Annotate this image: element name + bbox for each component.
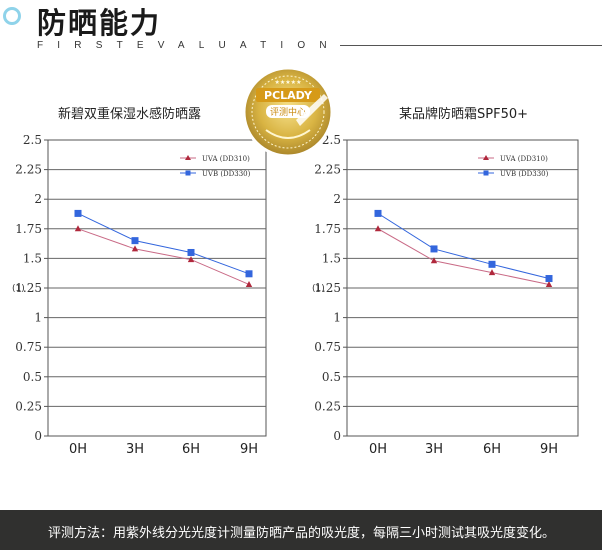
series-line: [77, 212, 250, 275]
x-tick-label: 0H: [69, 442, 87, 457]
badge-ribbon: [265, 129, 311, 139]
y-tick-label: 0.25: [314, 399, 341, 413]
data-point-uvb: [187, 248, 195, 256]
y-tick-label: 0: [34, 429, 42, 443]
badge-stars: ★★★★★: [275, 79, 302, 86]
data-point-uva: [74, 225, 82, 232]
page-header: 防晒能力 FIRSTEVALUATION: [0, 0, 602, 60]
y-tick-label: 0.5: [322, 370, 341, 384]
x-tick-label: 6H: [483, 442, 501, 457]
y-tick-label: 1.25: [314, 281, 341, 295]
x-tick-label: 0H: [369, 442, 387, 457]
legend-label: UVB (DD330): [202, 170, 251, 178]
y-tick-label: 2.5: [23, 133, 42, 147]
y-tick-label: 2.5: [322, 133, 341, 147]
data-point-uva: [131, 245, 139, 252]
data-point-uva: [374, 225, 382, 232]
badge-label: 评测中心: [270, 106, 306, 118]
legend-marker: [483, 170, 489, 176]
circle-icon: [3, 7, 21, 25]
data-point-uva: [488, 269, 496, 276]
y-tick-label: 0.75: [15, 340, 42, 354]
data-point-uvb: [74, 209, 82, 217]
y-axis-label: (1): [12, 284, 25, 294]
series-line: [77, 228, 250, 285]
badge-check-icon: [296, 94, 328, 126]
y-tick-label: 1.75: [15, 222, 42, 236]
footer-bar: 评测方法：用紫外线分光光度计测量防晒产品的吸光度，每隔三小时测试其吸光度变化。: [0, 510, 602, 550]
chart-title-left: 新碧双重保湿水感防晒露: [58, 107, 202, 122]
data-point-uvb: [131, 237, 139, 245]
y-tick-label: 0.25: [15, 399, 42, 413]
page-title: 防晒能力: [37, 6, 162, 40]
y-tick-label: 1: [333, 311, 341, 325]
y-axis-label: (1): [312, 284, 325, 294]
series-line: [377, 228, 550, 285]
y-tick-label: 0.75: [314, 340, 341, 354]
y-tick-label: 0.5: [23, 370, 42, 384]
badge-inner-ring: [251, 75, 325, 149]
data-point-uvb: [545, 275, 553, 283]
legend-marker: [185, 155, 191, 160]
pclady-badge: ★★★★★ PCLADY 评测中心: [242, 66, 334, 158]
y-tick-label: 1.5: [322, 251, 341, 265]
x-tick-label: 3H: [126, 442, 144, 457]
page-subtitle: FIRSTEVALUATION: [37, 40, 341, 51]
y-tick-label: 1.25: [15, 281, 42, 295]
badge-brand: PCLADY: [264, 89, 313, 102]
line-charts: 0 0.25 0.5 0.75 1 1.25 1.5 1.75 2 2.25 2.5 (1) 0H 3H 6…: [12, 133, 579, 457]
data-point-uvb: [488, 260, 496, 268]
y-tick-label: 2: [34, 192, 42, 206]
legend-marker: [483, 155, 489, 160]
header-divider: [340, 45, 602, 46]
y-tick-label: 2.25: [314, 163, 341, 177]
x-tick-label: 6H: [182, 442, 200, 457]
legend-label: UVA (DD310): [500, 155, 548, 163]
y-tick-label: 0: [333, 429, 341, 443]
y-tick-label: 2: [333, 192, 341, 206]
badge-label-plate: [266, 105, 310, 118]
legend-label: UVB (DD330): [500, 170, 549, 178]
data-point-uvb: [374, 209, 382, 217]
data-point-uva: [245, 280, 253, 287]
y-tick-label: 1: [34, 311, 42, 325]
x-tick-label: 9H: [240, 442, 258, 457]
badge-brand-plate: [256, 88, 320, 102]
x-tick-label: 3H: [425, 442, 443, 457]
x-tick-label: 9H: [540, 442, 558, 457]
y-tick-label: 1.5: [23, 251, 42, 265]
footer-method-text: 评测方法：用紫外线分光光度计测量防晒产品的吸光度，每隔三小时测试其吸光度变化。: [48, 526, 556, 541]
chart-title-right: 某品牌防晒霜SPF50+: [399, 107, 529, 122]
data-point-uvb: [430, 245, 438, 253]
y-tick-label: 1.75: [314, 222, 341, 236]
legend-marker: [185, 170, 191, 176]
legend-label: UVA (DD310): [202, 155, 250, 163]
data-point-uva: [187, 256, 195, 263]
data-point-uva: [430, 257, 438, 264]
y-tick-label: 2.25: [15, 163, 42, 177]
data-point-uva: [545, 280, 553, 287]
data-point-uvb: [245, 270, 253, 278]
series-line: [377, 212, 550, 280]
